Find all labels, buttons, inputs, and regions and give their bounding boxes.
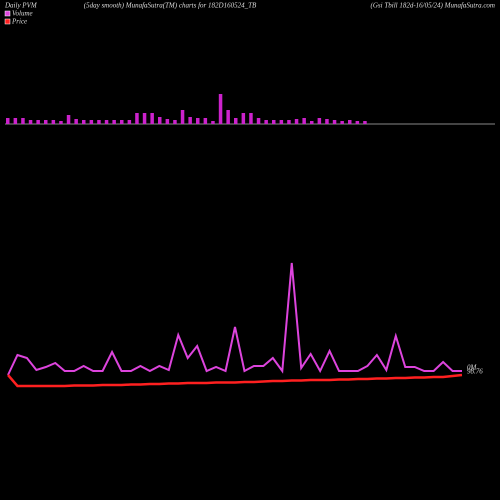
volume-bar [135, 113, 139, 124]
volume-bar [234, 118, 238, 124]
end-label: 0M [467, 364, 478, 372]
volume-bar [287, 120, 291, 124]
volume-bar [188, 117, 192, 124]
volume-bar [264, 120, 268, 124]
volume-bar [294, 119, 299, 124]
volume-bar [97, 120, 101, 124]
volume-bar [256, 118, 261, 124]
volume-bar [310, 121, 314, 124]
volume-bar [6, 118, 10, 124]
volume-bar [279, 120, 284, 124]
volume-bar [340, 121, 344, 124]
volume-bar [317, 118, 322, 124]
legend-label: Price [11, 18, 27, 26]
volume-bar [21, 118, 25, 124]
volume-bar [180, 110, 185, 124]
volume-bar [36, 120, 40, 124]
volume-bar [196, 118, 200, 124]
volume-bar [325, 119, 329, 124]
volume-bar [28, 120, 33, 124]
chart-title: Daily PVM [4, 2, 38, 10]
series-line [7, 373, 463, 388]
volume-bar [82, 120, 86, 124]
volume-bar [150, 113, 154, 124]
volume-bar [104, 120, 109, 124]
volume-bar [120, 120, 124, 124]
legend-swatch [4, 18, 11, 25]
volume-bar [127, 120, 132, 124]
volume-bar [363, 121, 367, 124]
volume-bar [13, 118, 18, 124]
volume-bar [51, 120, 56, 124]
volume-bar [226, 110, 230, 124]
legend-label: Volume [12, 10, 33, 18]
series-line [7, 262, 462, 376]
volume-bar [74, 119, 78, 124]
volume-bar [355, 121, 360, 124]
volume-bar [89, 120, 94, 124]
chart-source: (Gsi Tbill 182d-16/05/24) MunafaSutra.co… [371, 2, 495, 10]
volume-bar [112, 120, 116, 124]
volume-bar [59, 121, 63, 124]
volume-bar [218, 94, 223, 124]
volume-bar [241, 113, 246, 124]
volume-bar [249, 113, 253, 124]
volume-bar [66, 115, 71, 124]
end-label: 98.76 [467, 368, 483, 376]
chart-subtitle: (5day smooth) MunafaSutra(TM) charts for… [84, 2, 257, 10]
volume-bar [211, 121, 215, 124]
volume-bar [203, 118, 208, 124]
volume-bar [165, 119, 170, 124]
volume-bar [142, 113, 147, 124]
volume-bar [158, 117, 162, 124]
volume-bar [332, 120, 337, 124]
volume-bar [272, 120, 276, 124]
volume-bar [173, 120, 177, 124]
volume-bar [348, 120, 352, 124]
legend-swatch [4, 10, 11, 17]
volume-bar [302, 118, 306, 124]
volume-bar [44, 120, 48, 124]
